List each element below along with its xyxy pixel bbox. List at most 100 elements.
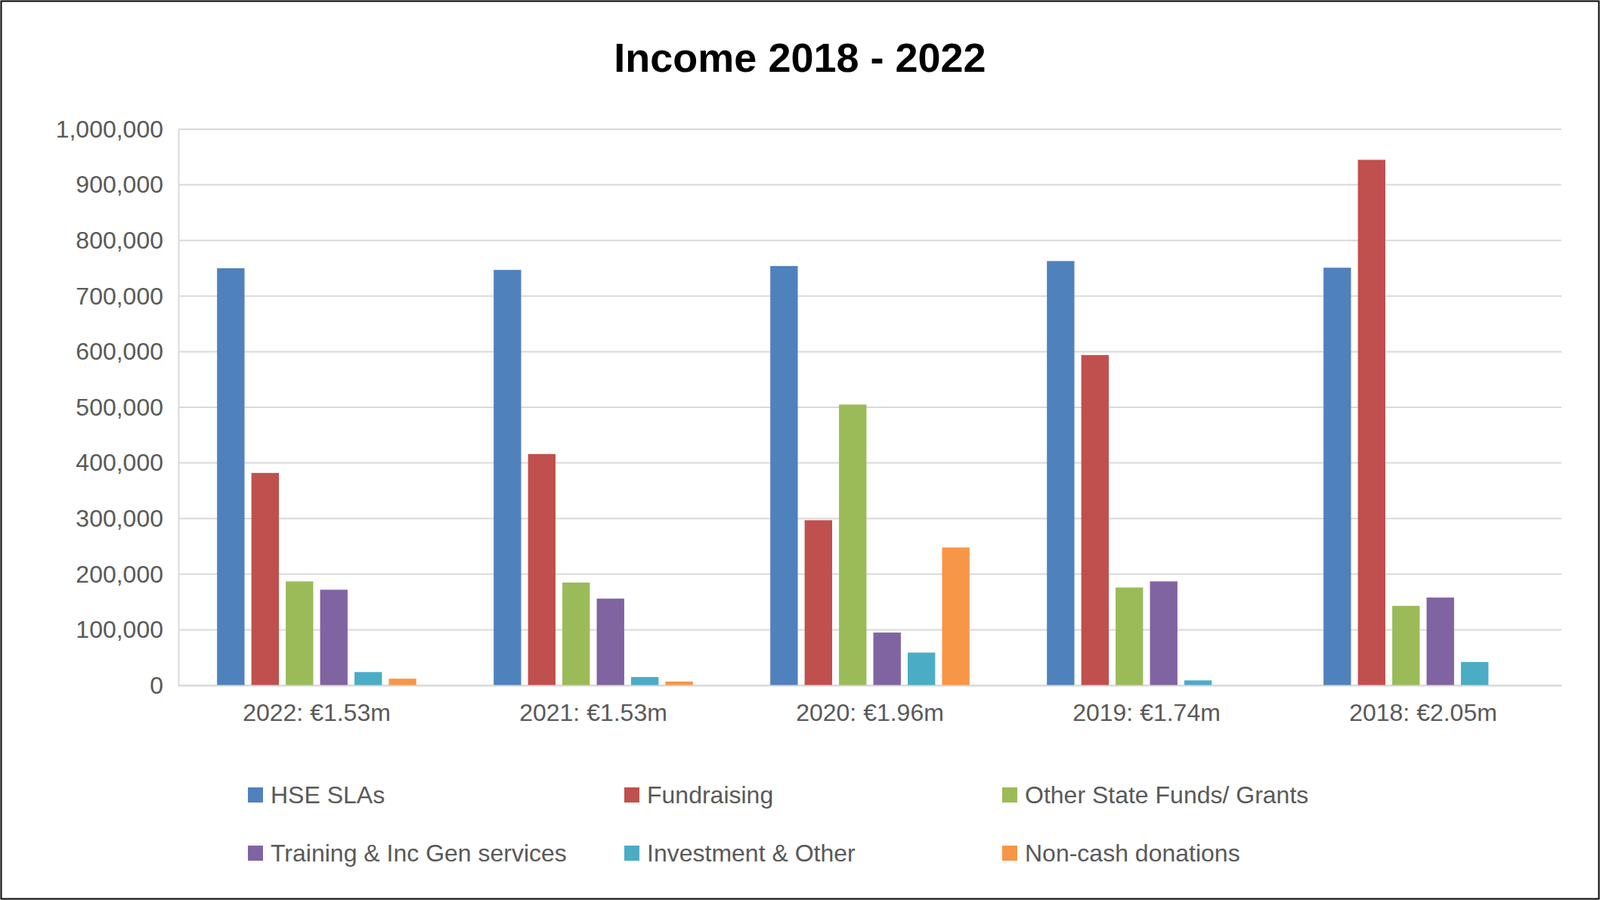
bar (251, 473, 279, 686)
y-tick: 100,000 (75, 615, 179, 644)
chart: Income 2018 - 2022 0 100,000 200,000 300,000… (0, 0, 1600, 900)
y-tick: 0 (149, 671, 179, 700)
y-tick-label: 300,000 (75, 504, 164, 533)
x-tick-label: 2020: €1.96m (795, 699, 944, 727)
legend-item: Non-cash donations (1002, 839, 1241, 867)
plot: 0 100,000 200,000 300,000 400,000 500,000 600,… (55, 115, 1563, 727)
bar (1460, 662, 1489, 686)
bar (1358, 159, 1386, 686)
legend-label: Investment & Other (646, 839, 856, 867)
x-tick-label: 2019: €1.74m (1072, 699, 1221, 727)
legend-swatch (624, 845, 640, 861)
bar (354, 671, 382, 686)
series (320, 581, 1455, 686)
bar (907, 652, 935, 686)
series (354, 652, 1489, 686)
bar (1392, 606, 1420, 686)
bar (873, 632, 901, 686)
chart-frame (1, 1, 1600, 900)
series (285, 404, 1420, 686)
x-tick: 2020: €1.96m (795, 685, 944, 727)
grid-line (178, 573, 1562, 576)
y-tick-label: 600,000 (75, 337, 164, 366)
bar (597, 598, 625, 686)
legend-swatch (247, 787, 264, 803)
x-tick-label: 2022: €1.53m (242, 699, 391, 727)
bar (216, 268, 245, 686)
series (216, 260, 1351, 686)
series (388, 547, 969, 686)
x-tick: 2018: €2.05m (1349, 685, 1498, 727)
bar (285, 581, 313, 686)
bar (1426, 597, 1455, 686)
y-tick-label: 900,000 (75, 170, 164, 199)
legend-swatch (1002, 845, 1018, 861)
legend-label: Non-cash donations (1024, 839, 1241, 867)
bar (770, 266, 798, 686)
bar (493, 269, 521, 686)
y-axis: 0 100,000 200,000 300,000 400,000 500,000 600,… (55, 115, 180, 700)
bar (1081, 355, 1109, 686)
y-tick-label: 800,000 (75, 226, 164, 254)
legend-label: Fundraising (646, 781, 774, 809)
y-tick-label: 700,000 (75, 282, 164, 310)
legend-label: Training & Inc Gen services (270, 839, 567, 867)
y-axis-line (178, 129, 180, 687)
y-tick: 800,000 (75, 226, 179, 254)
x-axis-line (179, 685, 1563, 688)
y-tick: 600,000 (75, 337, 179, 366)
y-tick-label: 1,000,000 (55, 115, 164, 143)
bar (1046, 260, 1074, 686)
series (251, 159, 1386, 686)
bar (941, 547, 969, 686)
y-tick: 1,000,000 (55, 115, 179, 143)
legend-label: HSE SLAs (270, 781, 385, 809)
grid-line (178, 350, 1562, 353)
y-tick: 500,000 (75, 393, 179, 421)
x-tick: 2021: €1.53m (519, 685, 668, 727)
legend-label: Other State Funds/ Grants (1024, 781, 1309, 809)
bar (320, 589, 348, 686)
bar (1115, 587, 1143, 686)
bars (216, 159, 1489, 686)
bar (562, 582, 590, 686)
y-tick-label: 0 (149, 671, 164, 700)
x-axis: 2022: €1.53m 2021: €1.53m 2020: €1.96m 2019… (179, 685, 1563, 727)
x-tick: 2019: €1.74m (1072, 685, 1221, 727)
legend-item: Training & Inc Gen services (247, 839, 567, 867)
legend-item: Investment & Other (624, 839, 856, 867)
x-tick: 2022: €1.53m (242, 685, 391, 727)
bar (388, 678, 416, 686)
grid-line (178, 239, 1562, 242)
legend-swatch (247, 845, 264, 861)
grid-line (178, 295, 1562, 298)
y-tick-label: 400,000 (75, 448, 164, 477)
y-tick: 300,000 (75, 504, 179, 533)
title: Income 2018 - 2022 (613, 34, 986, 81)
x-tick-label: 2021: €1.53m (519, 699, 668, 727)
y-tick-label: 100,000 (75, 615, 164, 644)
y-tick: 200,000 (75, 560, 179, 589)
grid (178, 129, 1562, 686)
bar (1184, 680, 1212, 686)
bar (665, 681, 693, 686)
legend: HSE SLAs Fundraising Other State Funds/ Gr… (247, 781, 1309, 867)
legend-item: Fundraising (624, 781, 774, 809)
y-tick-label: 500,000 (75, 393, 164, 421)
y-tick: 700,000 (75, 282, 179, 310)
legend-swatch (1002, 787, 1018, 803)
grid-line (178, 517, 1562, 520)
x-tick-label: 2018: €2.05m (1349, 699, 1498, 727)
grid-line (178, 628, 1562, 631)
grid-line (178, 406, 1562, 409)
y-tick-label: 200,000 (75, 560, 164, 589)
legend-item: HSE SLAs (247, 781, 385, 809)
legend-swatch (624, 787, 640, 803)
grid-line (178, 184, 1562, 186)
y-tick: 400,000 (75, 448, 179, 477)
bar (631, 677, 659, 686)
legend-item: Other State Funds/ Grants (1002, 781, 1309, 809)
grid-line (178, 684, 1562, 687)
grid-line (178, 128, 1562, 130)
bar (1323, 267, 1351, 686)
